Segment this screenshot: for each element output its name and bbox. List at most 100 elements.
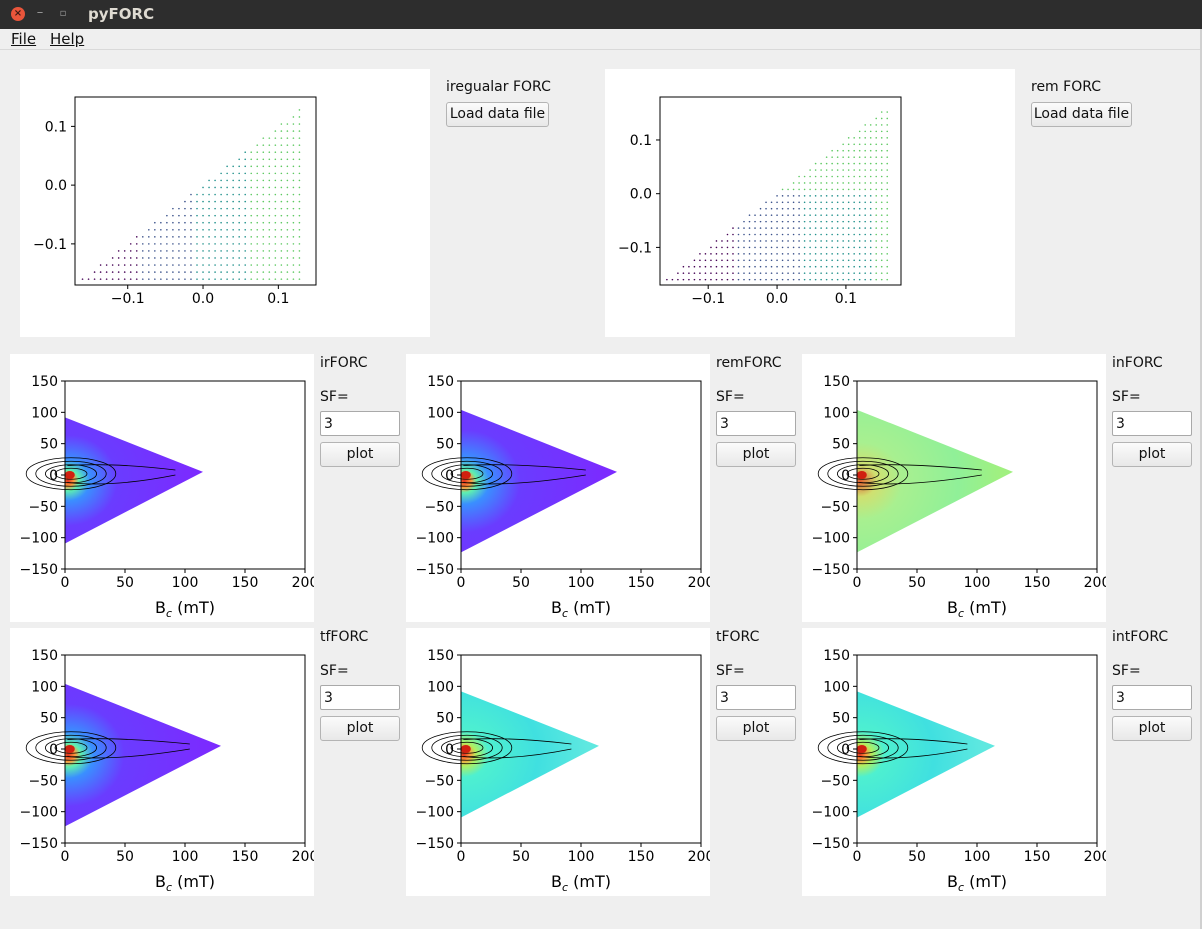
- forc-panel-label: intFORC: [1112, 629, 1169, 645]
- forc-xtick: 0: [61, 575, 70, 591]
- forc-ytick: 100: [31, 679, 58, 695]
- plot-button[interactable]: plot: [716, 716, 796, 741]
- scatter-xtick: 0.0: [192, 291, 214, 307]
- forc-canvas-0: 0 50 100 150 200 150 100 50 0 −50 −100 −150 Bc (mT): [20, 374, 319, 620]
- forc-xtick: 50: [908, 575, 926, 591]
- forc-canvas-2: 0 50 100 150 200 150 100 50 0 −50 −100 −150 Bc (mT): [812, 374, 1111, 620]
- forc-ytick: 150: [823, 648, 850, 664]
- forc-ytick: −100: [20, 805, 58, 821]
- scatter-canvas-rem: −0.1 0.0 0.1 0.1 0.0 −0.1: [618, 96, 902, 307]
- close-icon[interactable]: ×: [11, 7, 25, 21]
- menu-help-label: Help: [50, 30, 85, 48]
- menu-file-label: File: [11, 30, 37, 48]
- scatter-ytick: 0.1: [630, 133, 652, 149]
- forc-xtick: 50: [512, 575, 530, 591]
- scatter-ytick: 0.1: [45, 119, 67, 135]
- forc-ytick: 100: [427, 679, 454, 695]
- forc-plot-3: 0 50 100 150 200 150 100 50 0 −50 −100 −150 Bc (mT): [10, 628, 319, 896]
- forc-ytick: 100: [31, 405, 58, 421]
- forc-xtick: 0: [61, 849, 70, 865]
- forc-canvas-3: 0 50 100 150 200 150 100 50 0 −50 −100 −150 Bc (mT): [20, 648, 319, 894]
- minimize-icon[interactable]: –: [36, 5, 44, 20]
- forc-ytick: −100: [812, 531, 850, 547]
- scatter-ytick: −0.1: [618, 240, 652, 256]
- forc-ytick: 150: [427, 374, 454, 390]
- sf-input[interactable]: [716, 685, 796, 710]
- forc-ytick: −50: [28, 773, 58, 789]
- menu-file[interactable]: File: [11, 30, 36, 48]
- forc-xlabel: Bc (mT): [947, 872, 1007, 894]
- plot-button[interactable]: plot: [1112, 442, 1192, 467]
- plot-button[interactable]: plot: [1112, 716, 1192, 741]
- forc-xlabel: Bc (mT): [551, 598, 611, 620]
- rem-forc-label: rem FORC: [1031, 79, 1102, 95]
- forc-ytick: −50: [424, 773, 454, 789]
- forc-ytick: 0: [841, 742, 850, 758]
- forc-xtick: 0: [853, 575, 862, 591]
- forc-xtick: 100: [172, 575, 199, 591]
- menu-help[interactable]: Help: [50, 30, 84, 48]
- sf-input[interactable]: [1112, 685, 1192, 710]
- window-edge: [1200, 29, 1202, 929]
- forc-panel-label: remFORC: [716, 355, 782, 371]
- plot-button[interactable]: plot: [716, 442, 796, 467]
- load-data-file-button-rem[interactable]: Load data file: [1031, 102, 1132, 127]
- forc-ytick: 150: [31, 374, 58, 390]
- sf-label: SF=: [716, 389, 745, 405]
- forc-xtick: 50: [116, 575, 134, 591]
- forc-xtick: 100: [964, 575, 991, 591]
- forc-xlabel: Bc (mT): [155, 872, 215, 894]
- forc-ytick: −150: [20, 836, 58, 852]
- scatter-xtick: −0.1: [111, 291, 145, 307]
- forc-xtick: 200: [1084, 849, 1106, 865]
- plot-button[interactable]: plot: [320, 442, 400, 467]
- forc-xtick: 100: [172, 849, 199, 865]
- forc-ytick: −50: [424, 499, 454, 515]
- scatter-xtick: −0.1: [691, 291, 725, 307]
- forc-xtick: 150: [1024, 849, 1051, 865]
- forc-ytick: −100: [20, 531, 58, 547]
- forc-xtick: 150: [628, 849, 655, 865]
- forc-xtick: 0: [457, 849, 466, 865]
- maximize-icon[interactable]: ▫: [59, 8, 67, 19]
- forc-xtick: 50: [116, 849, 134, 865]
- forc-ytick: −100: [416, 531, 454, 547]
- sf-input[interactable]: [320, 411, 400, 436]
- forc-plot-1: 0 50 100 150 200 150 100 50 0 −50 −100 −150 Bc (mT): [406, 354, 714, 622]
- scatter-plot-irregular: −0.1 0.0 0.1 0.1 0.0 −0.1: [20, 69, 430, 337]
- forc-panel-label: tfFORC: [320, 629, 369, 645]
- sf-input[interactable]: [716, 411, 796, 436]
- forc-xtick: 150: [1024, 575, 1051, 591]
- scatter-ytick: 0.0: [630, 187, 652, 203]
- forc-plot-0: 0 50 100 150 200 150 100 50 0 −50 −100 −150 Bc (mT): [10, 354, 319, 622]
- scatter-xtick: 0.1: [835, 291, 857, 307]
- forc-xtick: 200: [688, 849, 710, 865]
- forc-xtick: 200: [688, 575, 710, 591]
- forc-xtick: 200: [1084, 575, 1106, 591]
- forc-ytick: 0: [49, 742, 58, 758]
- forc-ytick: 150: [31, 648, 58, 664]
- window-title: pyFORC: [88, 5, 155, 23]
- menu-bar: File Help: [0, 29, 1202, 50]
- forc-ytick: −150: [20, 562, 58, 578]
- title-bar: × – ▫ pyFORC: [0, 0, 1202, 29]
- forc-xlabel: Bc (mT): [551, 872, 611, 894]
- scatter-canvas-irregular: −0.1 0.0 0.1 0.1 0.0 −0.1: [33, 96, 317, 307]
- forc-plot-5: 0 50 100 150 200 150 100 50 0 −50 −100 −150 Bc (mT): [802, 628, 1111, 896]
- forc-canvas-5: 0 50 100 150 200 150 100 50 0 −50 −100 −150 Bc (mT): [812, 648, 1111, 894]
- forc-ytick: 150: [427, 648, 454, 664]
- scatter-ytick: 0.0: [45, 178, 67, 194]
- sf-input[interactable]: [320, 685, 400, 710]
- sf-label: SF=: [320, 389, 349, 405]
- forc-ytick: −150: [812, 836, 850, 852]
- forc-ytick: −50: [820, 773, 850, 789]
- forc-ytick: 0: [445, 468, 454, 484]
- forc-ytick: 100: [823, 405, 850, 421]
- plot-button[interactable]: plot: [320, 716, 400, 741]
- forc-xlabel: Bc (mT): [155, 598, 215, 620]
- forc-ytick: 50: [40, 711, 58, 727]
- sf-input[interactable]: [1112, 411, 1192, 436]
- forc-xtick: 200: [292, 849, 314, 865]
- forc-ytick: 50: [832, 711, 850, 727]
- load-data-file-button-irregular[interactable]: Load data file: [446, 102, 549, 127]
